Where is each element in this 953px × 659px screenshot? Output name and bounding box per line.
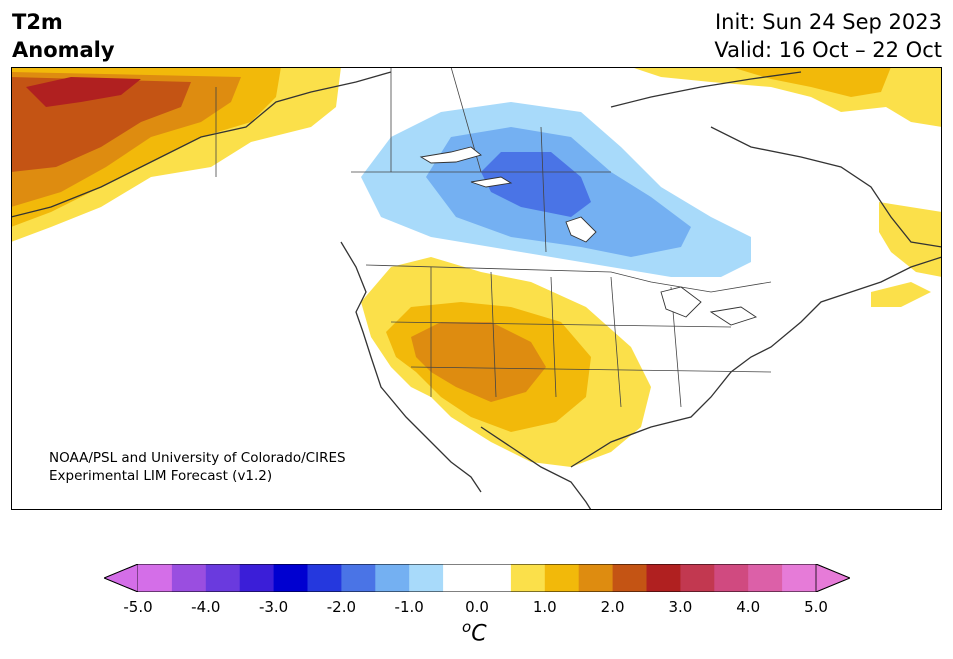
alaska-warm-5: [26, 77, 141, 107]
coastlines: [11, 71, 942, 510]
colorbar-segment: [578, 564, 614, 592]
init-date: Init: Sun 24 Sep 2023: [714, 10, 942, 34]
us-warm-3: [411, 322, 546, 402]
colorbar-segment: [680, 564, 715, 592]
greenland-warm-2: [731, 67, 891, 97]
canada-cool-3: [481, 152, 591, 217]
borders: [215, 67, 772, 408]
colorbar-segment: [443, 564, 478, 592]
colorbar-tick-label: 2.0: [600, 598, 625, 616]
colorbar-tick-label: 3.0: [668, 598, 693, 616]
lakes: [419, 146, 758, 326]
colorbar-extend-high: [815, 564, 850, 592]
anomaly-map: [11, 67, 942, 510]
colorbar-segment: [409, 564, 444, 592]
date-info: Init: Sun 24 Sep 2023 Valid: 16 Oct – 22…: [714, 8, 942, 64]
field-label: Anomaly: [12, 38, 115, 62]
colorbar-segment: [273, 564, 308, 592]
credit-line-1: NOAA/PSL and University of Colorado/CIRE…: [49, 450, 346, 466]
unit-label: oC: [462, 618, 487, 646]
colorbar-tick-label: 5.0: [804, 598, 828, 616]
colorbar-tick-label: -5.0: [123, 598, 153, 616]
colorbar-segment: [612, 564, 647, 592]
unit-letter: C: [471, 621, 487, 647]
colorbar-segment: [748, 564, 783, 592]
nova-scotia-warm: [871, 282, 931, 307]
colorbar-segment: [375, 564, 410, 592]
colorbar-segment: [239, 564, 275, 592]
colorbar-segment: [138, 564, 173, 592]
colorbar-tick-label: -4.0: [191, 598, 221, 616]
colorbar-segment: [544, 564, 580, 592]
colorbar-segment: [646, 564, 681, 592]
colorbar-segment: [341, 564, 376, 592]
colorbar-segment: [714, 564, 749, 592]
unit-degree: o: [462, 618, 472, 636]
colorbar-segment: [205, 564, 241, 592]
colorbar-segment: [510, 564, 546, 592]
colorbar-tick-label: -1.0: [394, 598, 424, 616]
colorbar-tick-label: -3.0: [258, 598, 289, 616]
valid-range: Valid: 16 Oct – 22 Oct: [714, 38, 942, 62]
colorbar-extend-low: [104, 564, 139, 592]
colorbar-segment: [307, 564, 342, 592]
colorbar-segment: [782, 564, 817, 592]
credit-text: NOAA/PSL and University of Colorado/CIRE…: [49, 449, 346, 485]
colorbar-tick-label: 4.0: [736, 598, 761, 616]
colorbar-segment: [171, 564, 207, 592]
colorbar-ticks: -5.0 -4.0 -3.0 -2.0 -1.0 0.0 1.0 2.0 3.0 4.0 5.0: [0, 598, 953, 620]
colorbar-tick-label: 0.0: [465, 598, 489, 616]
credit-line-2: Experimental LIM Forecast (v1.2): [49, 468, 273, 484]
colorbar-segment: [477, 564, 512, 592]
variable-label: T2m: [12, 10, 63, 34]
colorbar-tick-label: 1.0: [532, 598, 557, 616]
map-title: T2m Anomaly: [12, 8, 115, 64]
colorbar: [104, 564, 850, 592]
colorbar-tick-label: -2.0: [326, 598, 357, 616]
